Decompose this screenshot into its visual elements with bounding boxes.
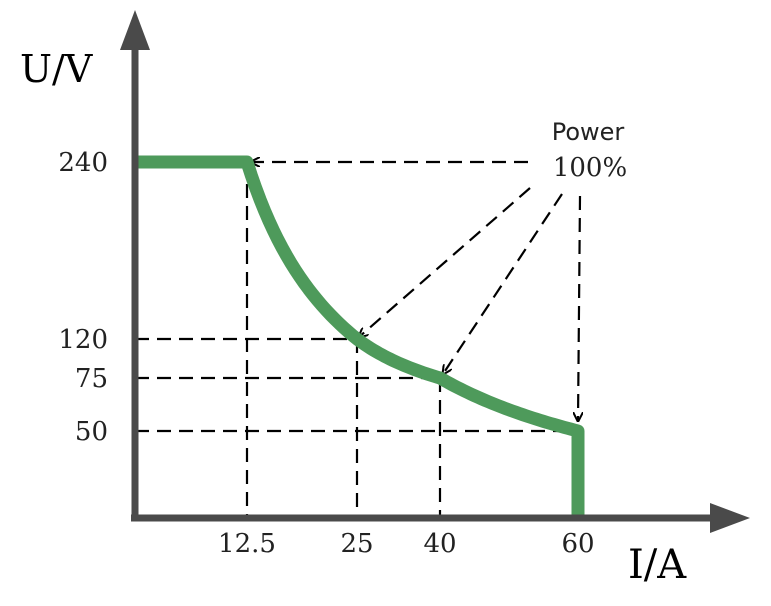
- annotation-power: Power: [552, 118, 625, 146]
- y-tick-label: 240: [58, 148, 108, 178]
- x-tick-label: 40: [423, 529, 456, 559]
- axes: [120, 10, 750, 533]
- x-tick-label: 25: [340, 529, 373, 559]
- x-axis-arrowhead: [710, 503, 750, 533]
- y-axis-arrowhead: [120, 10, 150, 50]
- y-tick-labels: 240 120 75 50: [58, 148, 108, 447]
- x-tick-label: 12.5: [218, 529, 276, 559]
- y-tick-label: 50: [75, 417, 108, 447]
- y-axis-title: U/V: [20, 47, 93, 91]
- y-tick-label: 120: [58, 325, 108, 355]
- x-axis-title: I/A: [628, 542, 687, 588]
- annotation-percent: 100%: [553, 153, 627, 183]
- power-arrow: [578, 195, 580, 421]
- x-tick-label: 60: [561, 529, 594, 559]
- power-arrow: [443, 193, 563, 374]
- x-tick-labels: 12.5 25 40 60: [218, 529, 594, 559]
- power-arrows: [251, 162, 580, 421]
- y-tick-label: 75: [75, 364, 108, 394]
- power-curve: [135, 155, 585, 518]
- power-arrow: [359, 187, 531, 337]
